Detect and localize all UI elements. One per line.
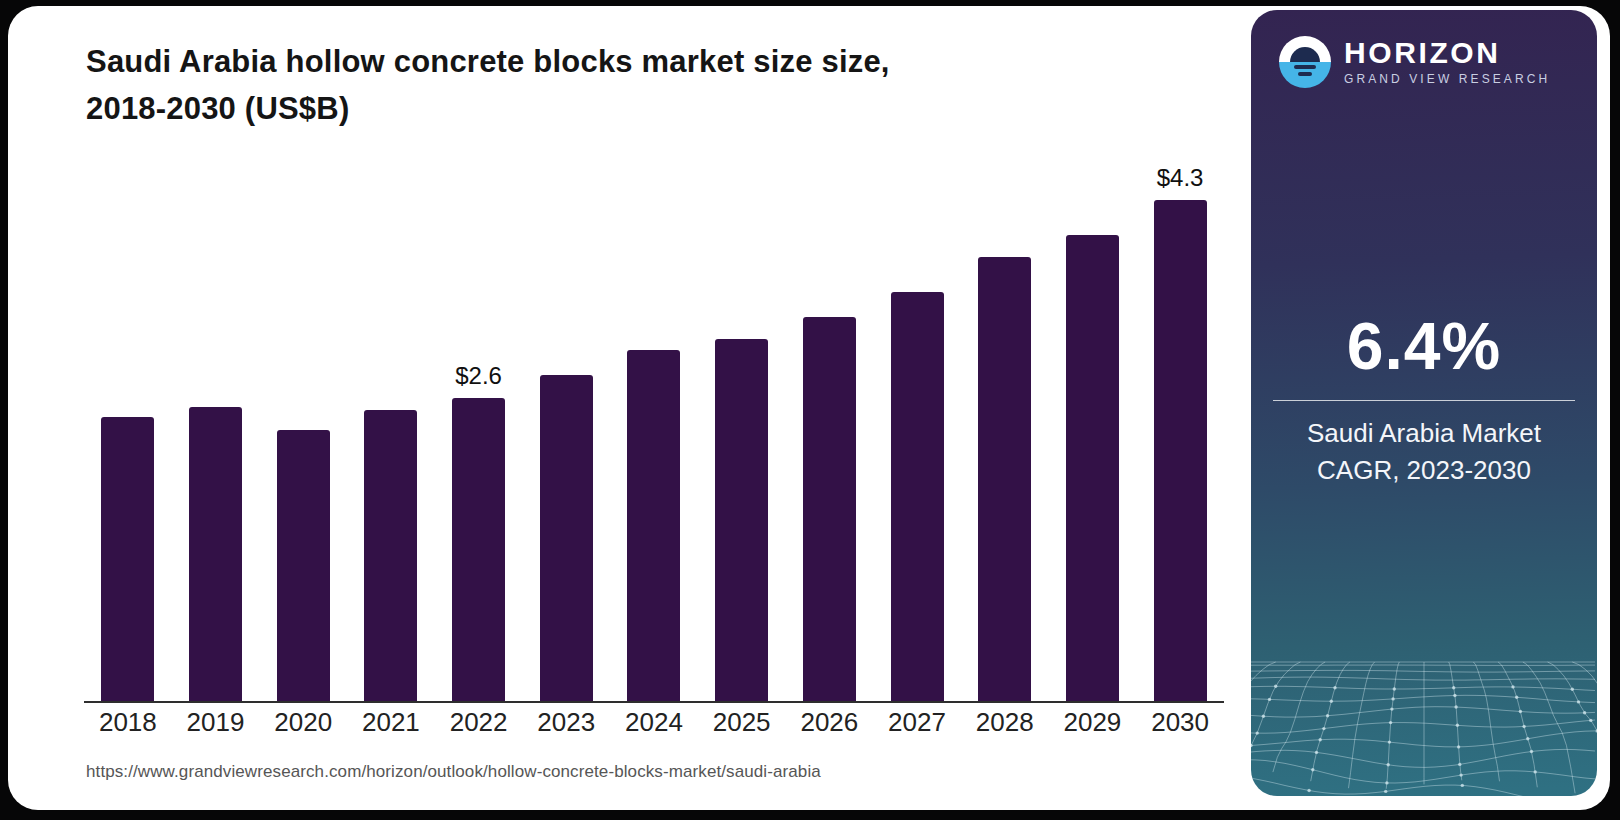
bar-2026 xyxy=(803,317,856,701)
brand-name: HORIZON xyxy=(1344,38,1550,68)
x-tick-2019: 2019 xyxy=(172,707,260,738)
chart-title-line1: Saudi Arabia hollow concrete blocks mark… xyxy=(86,44,890,79)
sun-ray-line xyxy=(1294,65,1316,69)
bar-chart-plot: $2.6 $4.3 xyxy=(84,139,1224,703)
bar-value-label-2022: $2.6 xyxy=(455,362,502,390)
infographic-card: Saudi Arabia hollow concrete blocks mark… xyxy=(8,6,1610,810)
x-axis-labels: 2018201920202021202220232024202520262027… xyxy=(84,707,1224,738)
bar-2025 xyxy=(715,339,768,701)
x-tick-2029: 2029 xyxy=(1049,707,1137,738)
cagr-caption: Saudi Arabia Market CAGR, 2023-2030 xyxy=(1251,415,1597,489)
bar-2030 xyxy=(1154,200,1207,701)
x-tick-2021: 2021 xyxy=(347,707,435,738)
cagr-caption-line1: Saudi Arabia Market xyxy=(1307,418,1541,448)
x-tick-2020: 2020 xyxy=(259,707,347,738)
bar-2020 xyxy=(277,430,330,701)
bar-slot-2025 xyxy=(698,139,786,701)
bar-slot-2020 xyxy=(259,139,347,701)
bar-slot-2027 xyxy=(873,139,961,701)
sidebar: HORIZON GRAND VIEW RESEARCH 6.4% Saudi A… xyxy=(1251,10,1597,796)
cagr-value: 6.4% xyxy=(1251,308,1597,384)
divider-line xyxy=(1273,400,1575,401)
bar-slot-2021 xyxy=(347,139,435,701)
bar-slot-2019 xyxy=(172,139,260,701)
x-tick-2023: 2023 xyxy=(522,707,610,738)
bar-slot-2023 xyxy=(522,139,610,701)
sun-semicircle xyxy=(1290,47,1320,62)
x-tick-2024: 2024 xyxy=(610,707,698,738)
chart-title-line2: 2018-2030 (US$B) xyxy=(86,91,349,126)
bar-slot-2029 xyxy=(1049,139,1137,701)
wireframe-mesh-decoration xyxy=(1251,656,1597,796)
cagr-block: 6.4% Saudi Arabia Market CAGR, 2023-2030 xyxy=(1251,308,1597,489)
x-tick-2030: 2030 xyxy=(1136,707,1224,738)
x-tick-2022: 2022 xyxy=(435,707,523,738)
bar-2029 xyxy=(1066,235,1119,701)
bar-2027 xyxy=(891,292,944,701)
brand-text: HORIZON GRAND VIEW RESEARCH xyxy=(1344,38,1550,86)
bar-2019 xyxy=(189,407,242,701)
bar-2023 xyxy=(540,375,593,701)
bar-slot-2030: $4.3 xyxy=(1136,139,1224,701)
bar-2021 xyxy=(364,410,417,701)
x-tick-2026: 2026 xyxy=(786,707,874,738)
bar-2024 xyxy=(627,350,680,701)
x-tick-2027: 2027 xyxy=(873,707,961,738)
horizon-sun-icon xyxy=(1279,36,1331,88)
x-tick-2028: 2028 xyxy=(961,707,1049,738)
bar-slot-2018 xyxy=(84,139,172,701)
brand-logo: HORIZON GRAND VIEW RESEARCH xyxy=(1279,36,1550,88)
source-url: https://www.grandviewresearch.com/horizo… xyxy=(86,762,821,782)
x-tick-2025: 2025 xyxy=(698,707,786,738)
bar-2028 xyxy=(978,257,1031,701)
bar-slot-2022: $2.6 xyxy=(435,139,523,701)
bar-2022 xyxy=(452,398,505,701)
sun-ray-line xyxy=(1298,72,1312,76)
bar-slot-2028 xyxy=(961,139,1049,701)
chart-title: Saudi Arabia hollow concrete blocks mark… xyxy=(86,38,890,132)
bar-value-label-2030: $4.3 xyxy=(1157,164,1204,192)
x-tick-2018: 2018 xyxy=(84,707,172,738)
bar-slot-2026 xyxy=(786,139,874,701)
bar-2018 xyxy=(101,417,154,701)
bar-slot-2024 xyxy=(610,139,698,701)
brand-subtitle: GRAND VIEW RESEARCH xyxy=(1344,72,1550,86)
cagr-caption-line2: CAGR, 2023-2030 xyxy=(1317,455,1531,485)
